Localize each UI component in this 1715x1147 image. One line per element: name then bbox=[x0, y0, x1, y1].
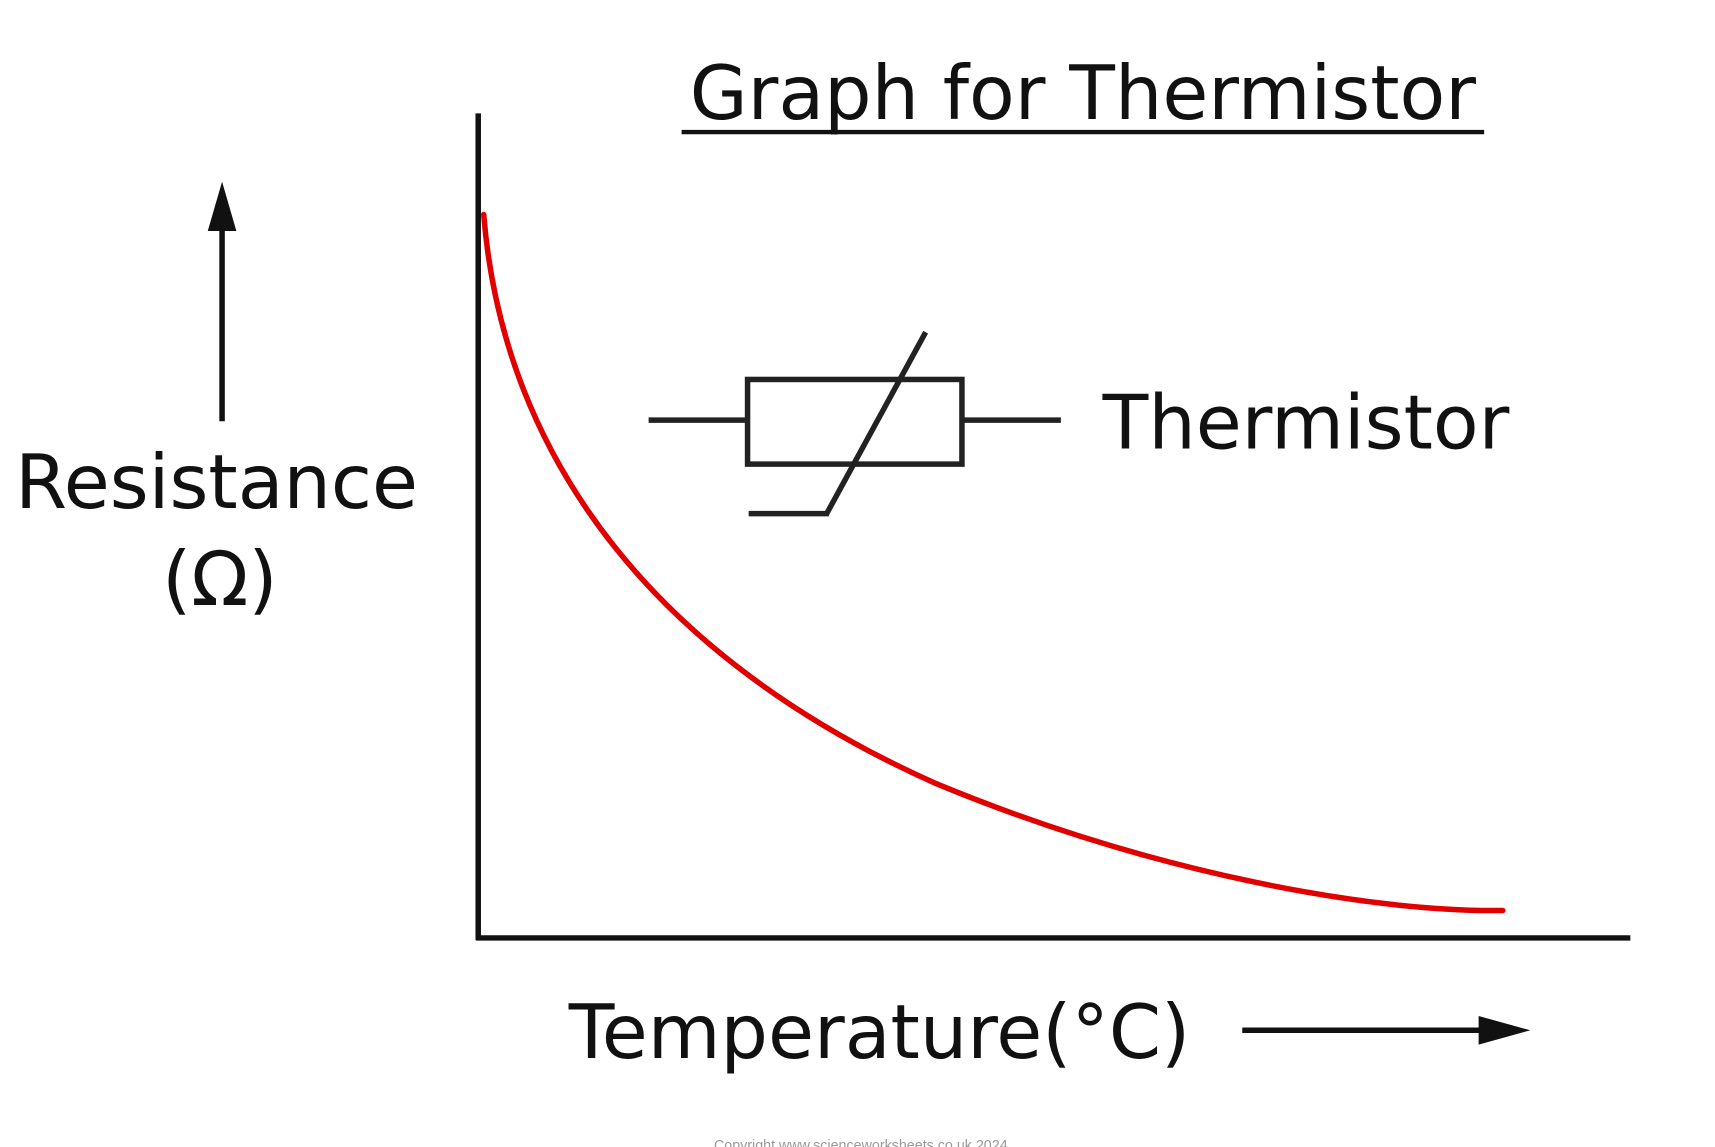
symbol-label: Thermistor bbox=[1102, 380, 1510, 467]
x-arrow-head bbox=[1478, 1015, 1531, 1045]
resistance-curve bbox=[480, 211, 1506, 914]
copyright: Copyright www.scienceworksheets.co.uk 20… bbox=[714, 1138, 1008, 1147]
y-axis-label: Resistance bbox=[15, 439, 418, 526]
x-axis-label: Temperature(°C) bbox=[568, 989, 1190, 1076]
y-arrow-head bbox=[207, 181, 237, 232]
title: Graph for Thermistor bbox=[690, 50, 1477, 137]
y-axis-unit: (Ω) bbox=[162, 536, 277, 623]
thermistor-symbol bbox=[648, 330, 1061, 517]
